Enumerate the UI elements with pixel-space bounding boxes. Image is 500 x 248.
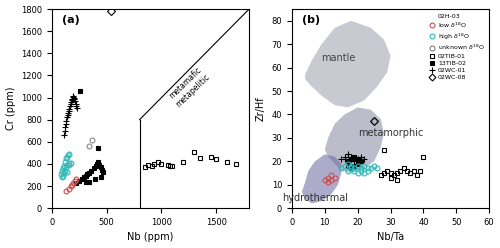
Polygon shape xyxy=(305,21,390,107)
Text: metamafic
metapelitic: metamafic metapelitic xyxy=(166,64,211,109)
Y-axis label: Zr/Hf: Zr/Hf xyxy=(256,96,266,121)
X-axis label: Nb/Ta: Nb/Ta xyxy=(377,232,404,243)
Text: (b): (b) xyxy=(302,15,320,25)
Polygon shape xyxy=(302,154,342,203)
Text: hydrothermal: hydrothermal xyxy=(282,193,348,203)
Text: (a): (a) xyxy=(62,15,80,25)
Text: metamorphic: metamorphic xyxy=(358,127,423,138)
Y-axis label: Cr (ppm): Cr (ppm) xyxy=(6,87,16,130)
Legend: 02H-03, low $\delta^{18}$O, high $\delta^{18}$O, unknown $\delta^{18}$O, 02TIB-0: 02H-03, low $\delta^{18}$O, high $\delta… xyxy=(428,12,486,81)
Text: mantle: mantle xyxy=(321,53,355,62)
Polygon shape xyxy=(325,107,384,173)
X-axis label: Nb (ppm): Nb (ppm) xyxy=(128,232,174,243)
